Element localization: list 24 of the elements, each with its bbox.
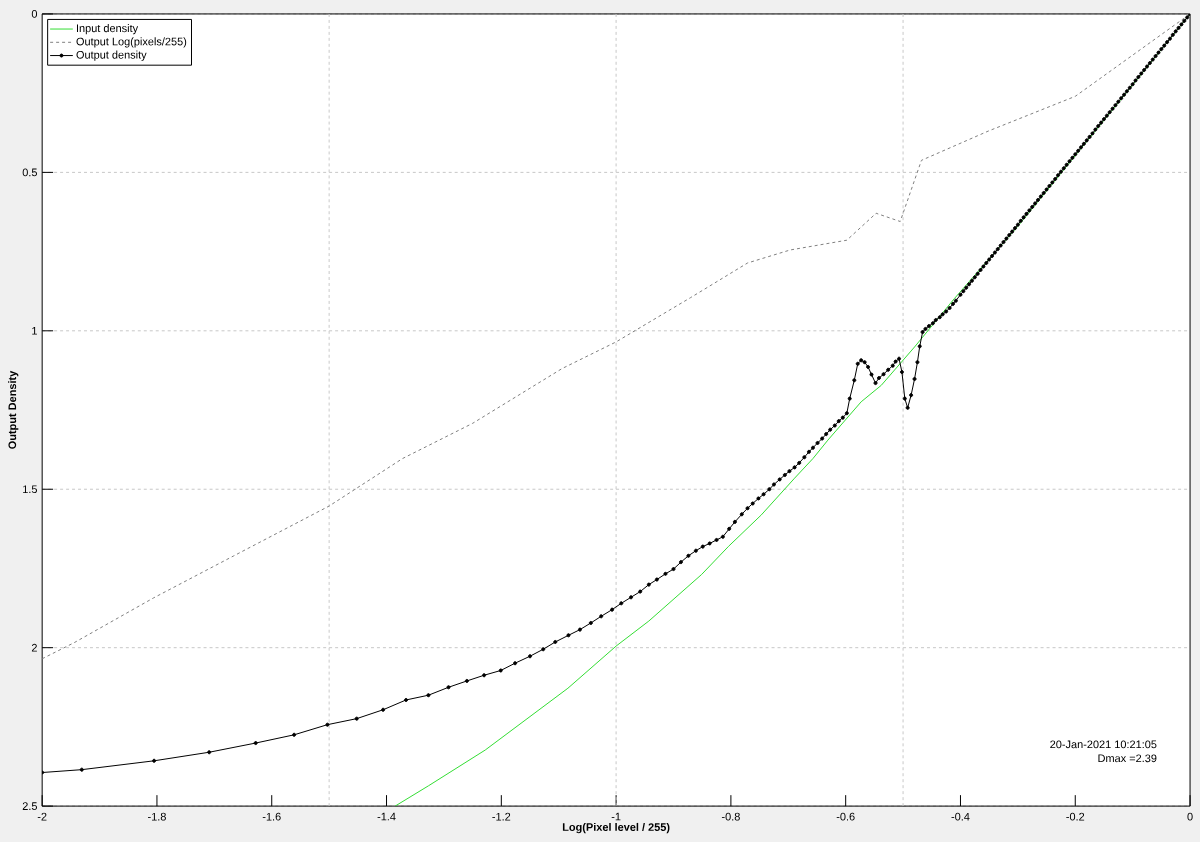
x-tick-label: -1.6 <box>262 812 281 821</box>
x-tick-label: -1.8 <box>147 812 166 821</box>
annotation: Dmax =2.39 <box>1098 754 1157 763</box>
x-tick-label: -2 <box>37 812 47 821</box>
x-tick-label: -0.8 <box>721 812 740 821</box>
y-tick-label: 0.5 <box>22 168 37 177</box>
x-tick-label: -0.2 <box>1066 812 1085 821</box>
y-tick-label: 1 <box>32 327 37 335</box>
y-tick-label: 2 <box>31 643 37 652</box>
legend-label: Input density <box>76 24 139 35</box>
y-tick-label: 2.5 <box>22 802 37 810</box>
x-tick-label: 0 <box>1187 812 1193 821</box>
legend-label: Output density <box>76 50 147 61</box>
y-tick-label: 0 <box>31 10 38 18</box>
x-tick-label: -1 <box>611 812 621 821</box>
x-axis-title: Log(Pixel level / 255) <box>562 822 670 834</box>
x-tick-label: -0.4 <box>951 812 970 821</box>
y-tick-label: 1.5 <box>23 485 37 494</box>
annotation: 20-Jan-2021 10:21:05 <box>1050 740 1157 749</box>
legend-label: Output Log(pixels/255) <box>76 37 187 48</box>
x-tick-label: -1.4 <box>377 812 396 821</box>
x-tick-label: -1.2 <box>492 812 511 821</box>
y-axis-title: Output Density <box>8 370 19 449</box>
x-tick-label: -0.6 <box>836 812 855 821</box>
